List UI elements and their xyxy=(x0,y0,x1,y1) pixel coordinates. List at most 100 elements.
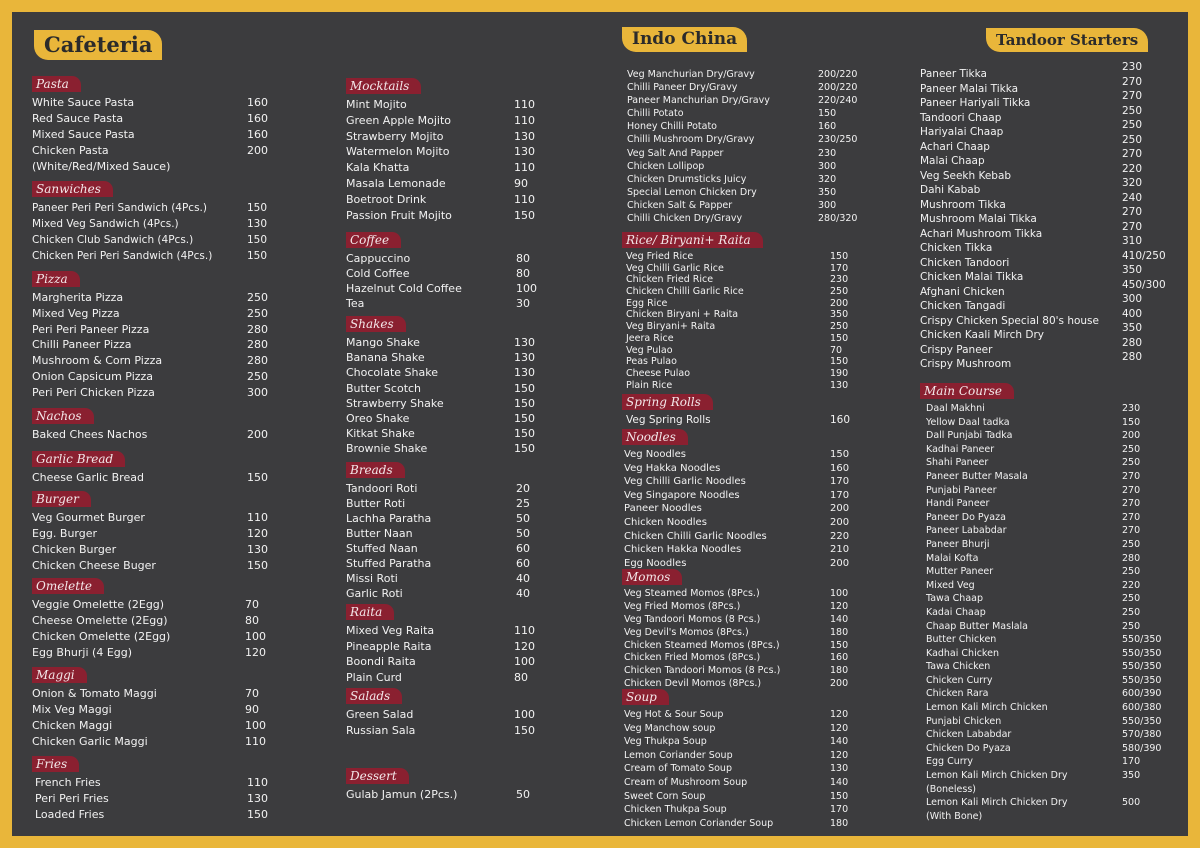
item-price: 600/380 xyxy=(1122,702,1162,714)
menu-item: Pineapple Raita 120 xyxy=(346,639,535,655)
item-name: Chicken Club Sandwich (4Pcs.) xyxy=(32,234,194,246)
menu-item: Banana Shake 130 xyxy=(346,350,535,365)
item-price: 150 xyxy=(247,808,268,821)
menu-item: Veg Singapore Noodles 170 xyxy=(622,489,849,503)
menu-item: Chaap Butter Maslala 250 xyxy=(920,620,1140,634)
menu-item: Plain Rice 130 xyxy=(622,380,848,392)
item-price: 170 xyxy=(830,262,849,274)
item-name: Veg Spring Rolls xyxy=(626,414,711,426)
item-price: 210 xyxy=(830,544,850,556)
menu-item: Mint Mojito 110 xyxy=(346,97,535,113)
item-name: Chicken Kaali Mirch Dry xyxy=(920,329,1045,341)
item-price: 450/300 xyxy=(1122,278,1166,291)
item-name: Passion Fruit Mojito xyxy=(346,208,452,222)
item-name: Boetroot Drink xyxy=(346,192,427,206)
item-name: Chicken Hakka Noodles xyxy=(624,544,742,556)
item-name: Chilli Mushroom Dry/Gravy xyxy=(627,134,755,146)
item-price: 170 xyxy=(830,804,849,816)
menu-item: Handi Paneer 270 xyxy=(920,497,1140,511)
menu-item: Kitkat Shake 150 xyxy=(346,426,535,441)
menu-item: Chicken Noodles 200 xyxy=(622,516,849,530)
item-name: Paneer Lababdar xyxy=(926,525,1007,537)
item-price: 400 xyxy=(1122,307,1143,320)
item-price: 270 xyxy=(1122,525,1141,537)
item-name: Veg Salt And Papper xyxy=(627,147,724,159)
item-price: 160 xyxy=(247,96,268,109)
item-price: 140 xyxy=(830,613,849,625)
item-name: Mixed Veg xyxy=(926,579,975,591)
item-name: Tandoori Roti xyxy=(346,482,418,495)
item-name: Veg Chilli Garlic Noodles xyxy=(624,476,746,488)
menu-item: Jeera Rice 150 xyxy=(622,333,848,345)
menu-item: Veg Hot & Sour Soup 120 xyxy=(622,708,848,722)
menu-item: Chicken Tandoori Momos (8 Pcs.) 180 xyxy=(622,665,848,678)
item-price: 170 xyxy=(830,489,850,501)
menu-item: Egg Rice 200 xyxy=(622,298,848,310)
mocktails-heading: Mocktails xyxy=(346,78,422,94)
item-price: 130 xyxy=(247,218,268,230)
item-price: 130 xyxy=(247,792,268,805)
item-price: 100 xyxy=(514,655,535,668)
item-name: Veg Thukpa Soup xyxy=(624,736,707,748)
item-name: Hariyalai Chaap xyxy=(920,126,1004,138)
item-name: Egg Noodles xyxy=(624,557,687,569)
item-price: 270 xyxy=(1122,498,1141,510)
item-price: 160 xyxy=(830,652,849,664)
menu-item: Peri Peri Fries 130 xyxy=(32,791,268,807)
item-price: 250 xyxy=(247,291,268,304)
menu-item: Veg Spring Rolls 160 xyxy=(622,413,850,427)
section-noodles: Noodles Veg Noodles 150 Veg Hakka Noodles 16… xyxy=(622,429,849,570)
item-name: Mixed Veg Sandwich (4Pcs.) xyxy=(32,218,179,230)
item-price: 150 xyxy=(830,449,850,460)
menu-item: Veg Gourmet Burger 110 xyxy=(32,510,268,526)
item-name: Egg. Burger xyxy=(32,527,98,540)
item-price: 150 xyxy=(514,411,535,425)
item-name: Chicken Lababdar xyxy=(926,729,1012,741)
menu-item: Chicken Burger 130 xyxy=(32,542,268,558)
item-price: 110 xyxy=(247,511,268,524)
menu-item: Strawberry Shake 150 xyxy=(346,396,535,411)
coffee-heading: Coffee xyxy=(346,232,402,248)
menu-item: Brownie Shake 150 xyxy=(346,441,535,456)
menu-item: Lemon Kali Mirch Chicken Dry 350 xyxy=(920,769,1140,783)
item-price: 70 xyxy=(245,687,259,700)
item-name: Malai Chaap xyxy=(920,155,985,167)
menu-item: French Fries 110 xyxy=(32,775,268,791)
item-price: 280 xyxy=(1122,552,1141,564)
menu-item: Russian Sala 150 xyxy=(346,723,535,739)
item-price: 220 xyxy=(1122,579,1141,591)
menu-item: Chicken Club Sandwich (4Pcs.) 150 xyxy=(32,232,267,248)
item-name: Chicken Lemon Coriander Soup xyxy=(624,817,774,829)
item-price: 280 xyxy=(247,338,268,352)
item-price: 250 xyxy=(1122,566,1141,578)
menu-item: Shahi Paneer 250 xyxy=(920,456,1140,470)
item-name: Chilli Paneer Dry/Gravy xyxy=(627,82,738,94)
menu-item: Mushroom & Corn Pizza 280 xyxy=(32,353,268,369)
menu-item: Onion Capsicum Pizza 250 xyxy=(32,369,268,385)
menu-item: Veg Steamed Momos (8Pcs.) 100 xyxy=(622,588,848,601)
item-price: 270 xyxy=(1122,148,1143,160)
item-price: 250 xyxy=(1122,104,1143,117)
item-name: Chicken Pasta xyxy=(32,144,109,157)
menu-item: Tawa Chaap 250 xyxy=(920,592,1140,606)
item-price: 150 xyxy=(514,396,535,410)
menu-item: Mixed Veg Sandwich (4Pcs.) 130 xyxy=(32,216,267,232)
menu-item: Sweet Corn Soup 150 xyxy=(622,790,848,804)
item-price: 120 xyxy=(247,527,268,540)
item-price: 280 xyxy=(247,322,268,336)
item-price: 200/220 xyxy=(818,82,858,94)
menu-item: Chicken Thukpa Soup 170 xyxy=(622,803,848,817)
item-name: Chicken Devil Momos (8Pcs.) xyxy=(624,678,762,690)
item-name: Cheese Pulao xyxy=(626,367,691,379)
menu-item: Chocolate Shake 130 xyxy=(346,365,535,380)
item-price: 170 xyxy=(830,476,850,488)
item-name: Paneer Malai Tikka xyxy=(920,82,1019,95)
item-name: Cold Coffee xyxy=(346,267,410,280)
item-price: 220/240 xyxy=(818,95,858,107)
item-price: 250 xyxy=(1122,606,1141,618)
item-name: Lachha Paratha xyxy=(346,512,432,525)
item-name: Paneer Noodles xyxy=(624,503,702,515)
item-name: Garlic Roti xyxy=(346,587,403,600)
item-price: 310 xyxy=(1122,235,1143,247)
item-price: 180 xyxy=(830,665,849,677)
